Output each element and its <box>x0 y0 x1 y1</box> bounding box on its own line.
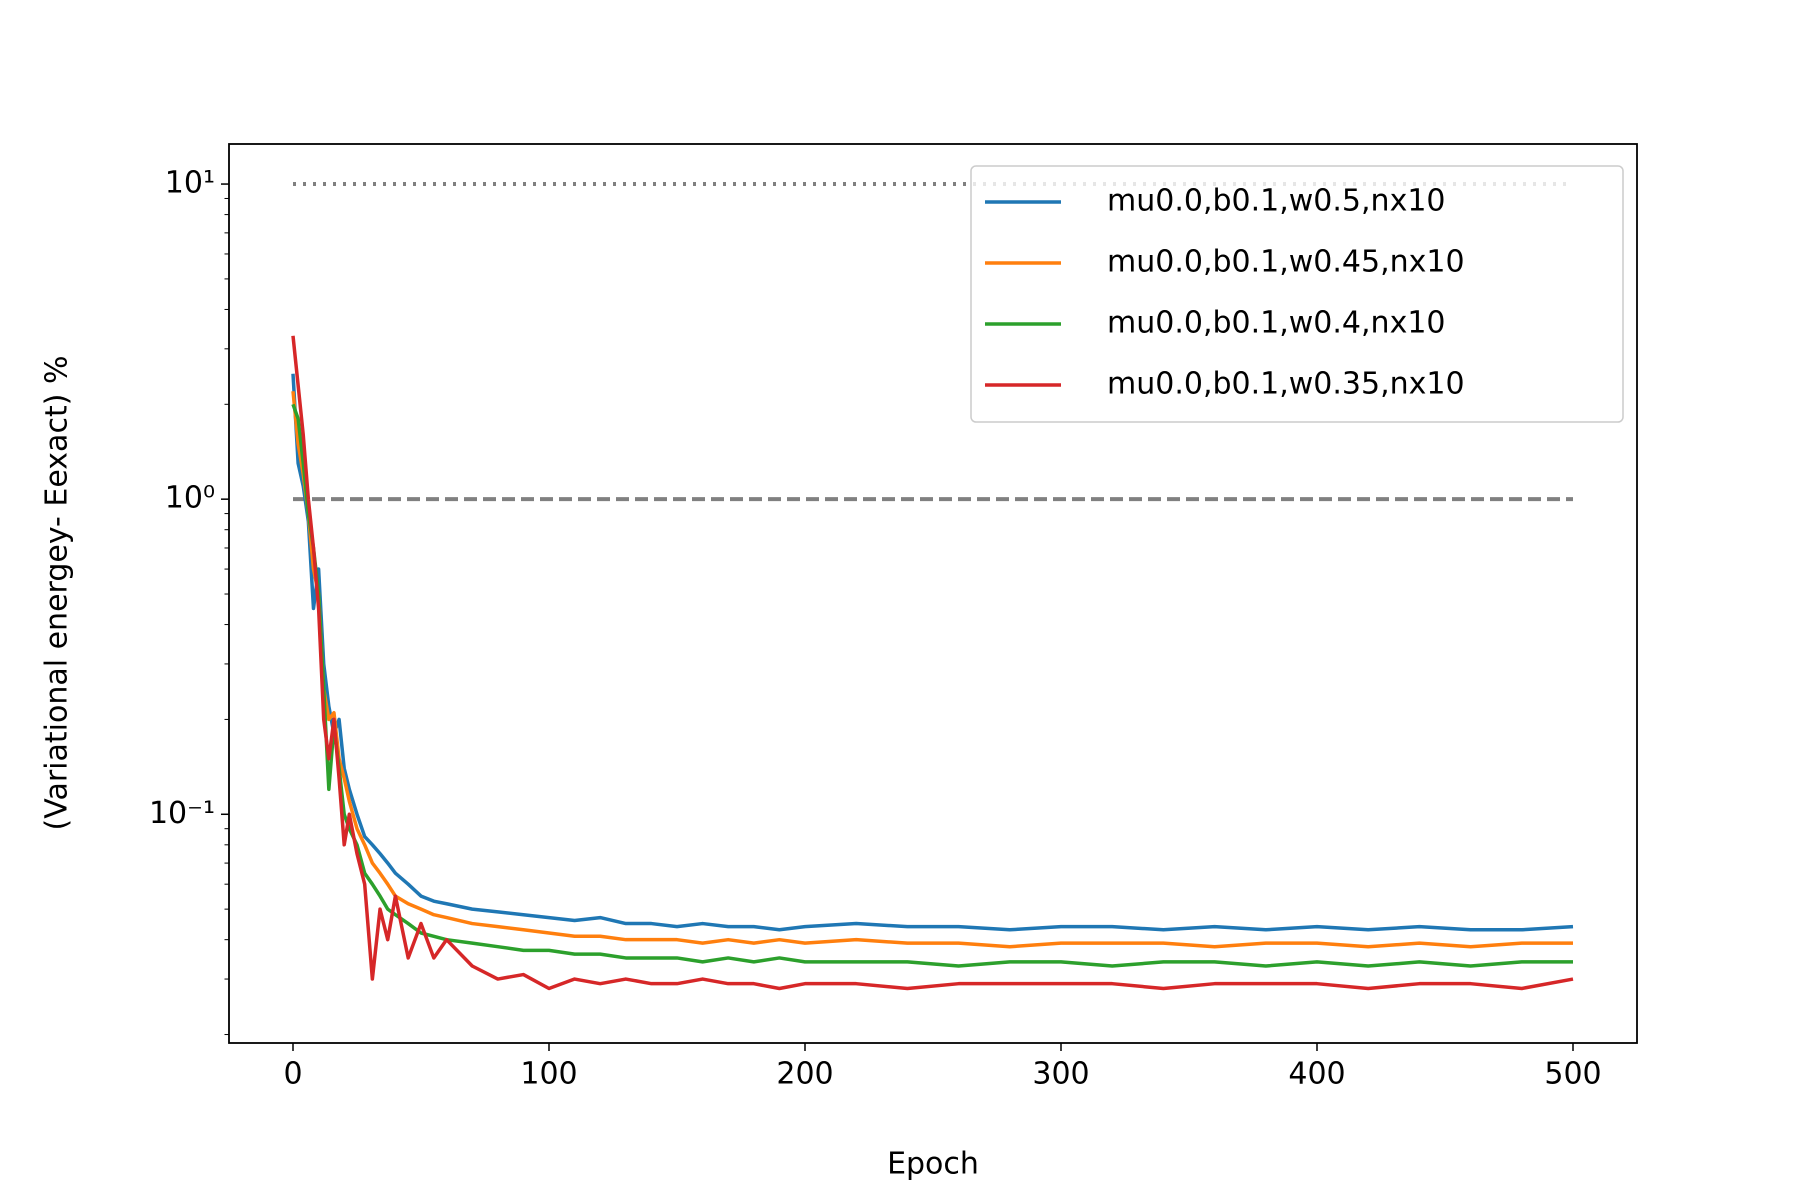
legend-label: mu0.0,b0.1,w0.45,nx10 <box>1107 245 1465 280</box>
x-tick-label: 0 <box>283 1057 302 1092</box>
x-tick-label: 200 <box>776 1057 833 1092</box>
y-tick-label: 10⁰ <box>165 481 215 516</box>
legend-label: mu0.0,b0.1,w0.35,nx10 <box>1107 367 1465 402</box>
y-tick-label: 10¹ <box>165 166 215 201</box>
series-line <box>291 373 1574 932</box>
series-line <box>291 403 1573 968</box>
series-line <box>291 335 1574 991</box>
y-tick-label: 10⁻¹ <box>149 796 215 831</box>
x-axis-label: Epoch <box>887 1147 979 1182</box>
x-tick-label: 400 <box>1288 1057 1345 1092</box>
plot-frame <box>228 143 1638 1044</box>
legend-box <box>970 165 1624 423</box>
x-tick-label: 300 <box>1032 1057 1089 1092</box>
legend-label: mu0.0,b0.1,w0.4,nx10 <box>1107 306 1446 341</box>
series-line <box>291 391 1573 949</box>
y-axis-label: (Variational energey- Eexact) % <box>40 356 75 831</box>
legend-label: mu0.0,b0.1,w0.5,nx10 <box>1107 184 1446 219</box>
x-tick-label: 100 <box>520 1057 577 1092</box>
x-tick-label: 500 <box>1544 1057 1601 1092</box>
